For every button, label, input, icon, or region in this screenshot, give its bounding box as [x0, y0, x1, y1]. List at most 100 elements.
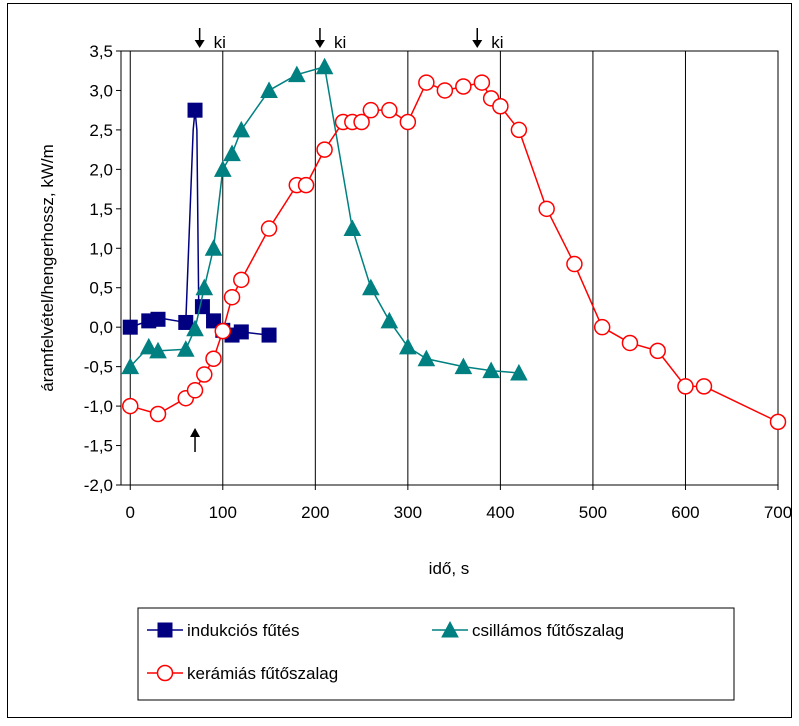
x-axis-label: idő, s	[429, 559, 470, 578]
x-tick-label: 100	[209, 503, 237, 522]
data-point	[297, 176, 315, 194]
series-layer	[121, 57, 787, 431]
data-point	[353, 113, 370, 131]
data-point	[223, 144, 241, 162]
data-point	[695, 378, 713, 395]
y-tick-label: 2,0	[89, 160, 113, 179]
y-tick-label: 1,5	[89, 200, 113, 219]
x-axis: 0 100 200 300 400 500 600 700	[126, 485, 792, 522]
plot-area	[120, 50, 779, 486]
series-2	[121, 57, 528, 381]
x-tick-label: 200	[301, 503, 329, 522]
data-point	[213, 160, 232, 177]
legend-items: indukciós fűtés csillámos fűtőszalag kerám…	[147, 620, 624, 683]
data-point	[769, 413, 787, 431]
y-tick-label: -0,5	[84, 358, 113, 377]
data-point	[178, 314, 194, 330]
data-point	[139, 337, 158, 355]
legend-item: csillámos fűtőszalag	[432, 620, 624, 640]
y-tick-label: -2,0	[84, 476, 113, 495]
legend-label: indukciós fűtés	[187, 621, 299, 640]
x-tick-label: 600	[671, 503, 699, 522]
data-point	[316, 141, 333, 158]
arrow-up-head	[190, 428, 201, 437]
data-point	[538, 200, 555, 218]
data-point	[436, 82, 454, 99]
data-point	[122, 397, 139, 415]
annotation-label: ki	[334, 33, 346, 52]
y-axis: -2,0 -1,5 -1,0 -0,5 0,0 0,5 1,0 1,5 2,0 2,5 3,0 3,5	[84, 42, 121, 495]
arrow-down-head	[314, 40, 325, 48]
arrow-down-head	[194, 40, 205, 48]
annotations: ki ki ki	[190, 28, 504, 452]
data-point	[492, 97, 509, 115]
data-point	[677, 378, 694, 395]
data-point	[455, 78, 472, 95]
data-point	[223, 288, 241, 306]
data-point	[315, 57, 334, 75]
legend-item: kerámiás fűtőszalag	[147, 664, 338, 683]
data-point	[362, 101, 380, 119]
data-point	[482, 361, 500, 379]
data-point	[473, 74, 491, 91]
data-point	[593, 318, 611, 336]
data-point	[399, 113, 417, 131]
legend-item: indukciós fűtés	[147, 621, 299, 640]
y-tick-label: 0,0	[89, 318, 113, 337]
y-axis-label: áramfelvétel/hengerhossz, kW/m	[38, 144, 57, 392]
annotation-label: ki	[214, 33, 226, 52]
data-point	[418, 74, 435, 91]
data-point	[187, 102, 203, 118]
data-point	[232, 120, 251, 138]
data-point	[566, 255, 583, 273]
data-point	[186, 382, 204, 399]
data-point	[343, 219, 362, 237]
series-line	[130, 81, 779, 423]
y-tick-label: -1,5	[84, 437, 113, 456]
data-point	[260, 220, 278, 237]
data-point	[510, 121, 528, 139]
legend-marker	[156, 664, 174, 682]
x-tick-label: 500	[579, 503, 607, 522]
x-tick-label: 400	[486, 503, 514, 522]
data-point	[261, 327, 277, 343]
data-point	[149, 405, 167, 423]
data-point	[233, 324, 249, 340]
data-point	[196, 366, 213, 383]
data-point	[149, 341, 167, 359]
legend-marker	[441, 620, 459, 638]
data-point	[621, 334, 639, 352]
legend-label: csillámos fűtőszalag	[472, 621, 624, 640]
data-point	[214, 322, 232, 340]
data-point	[260, 81, 278, 98]
arrow-down-head	[472, 40, 483, 48]
data-point	[195, 278, 214, 296]
x-tick-label: 300	[394, 503, 422, 522]
data-point	[150, 311, 166, 327]
data-point	[380, 311, 399, 329]
y-tick-label: 3,5	[89, 42, 113, 61]
y-tick-label: 2,5	[89, 121, 113, 140]
legend	[137, 607, 735, 701]
annotation-label: ki	[491, 33, 503, 52]
y-tick-label: 0,5	[89, 279, 113, 298]
data-point	[204, 239, 223, 256]
data-point	[122, 319, 138, 335]
y-tick-label: 1,0	[89, 239, 113, 258]
data-point	[121, 357, 140, 375]
data-point	[233, 271, 250, 289]
series-3	[122, 74, 787, 431]
data-point	[287, 65, 306, 83]
y-tick-label: 3,0	[89, 81, 113, 100]
data-point	[417, 349, 436, 367]
data-point	[649, 342, 666, 360]
data-point	[176, 340, 195, 357]
data-point	[186, 319, 204, 337]
data-point	[205, 350, 222, 367]
y-tick-label: -1,0	[84, 397, 113, 416]
legend-marker	[157, 622, 173, 638]
data-point	[510, 363, 528, 381]
legend-label: kerámiás fűtőszalag	[187, 664, 338, 683]
data-point	[381, 101, 398, 119]
